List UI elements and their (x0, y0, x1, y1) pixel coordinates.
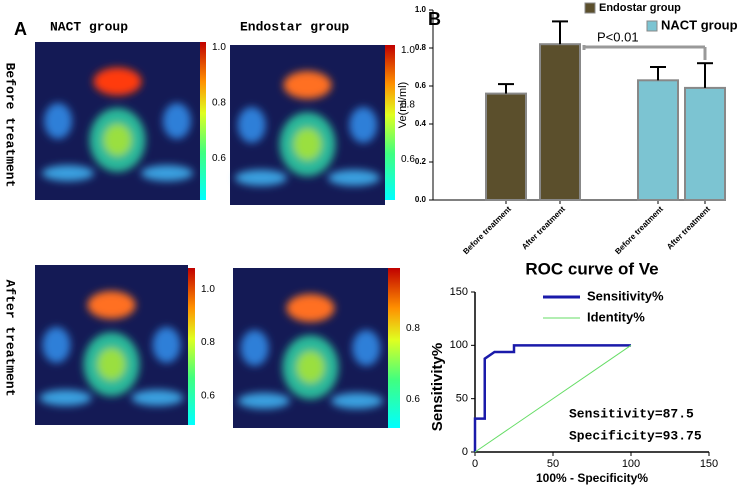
colorbar-tick-label: 1.0 (201, 284, 215, 295)
colorbar-tick-label: 0.8 (406, 323, 420, 334)
mri-blob (235, 169, 287, 186)
mri-texture (39, 291, 184, 406)
x-tick-label: Before treatment (461, 204, 513, 256)
row-title: After treatment (3, 279, 18, 396)
y-tick-label: 0.0 (415, 195, 427, 204)
error-bar (498, 83, 514, 94)
y-tick-label: 0 (462, 446, 468, 458)
colorbar-tick-label: 0.8 (401, 99, 415, 110)
colorbar (385, 45, 395, 200)
x-tick-label: 100 (622, 458, 640, 470)
mri-blob (296, 351, 325, 384)
chart-title: ROC curve of Ve (525, 259, 658, 278)
y-tick-label: 100 (450, 339, 468, 351)
mri-blob (293, 128, 322, 161)
mri-blob (331, 392, 383, 409)
mri-blob (39, 389, 92, 406)
line (474, 344, 632, 453)
x-tick-label: After treatment (520, 204, 567, 251)
y-axis-title: Sensitivity% (429, 343, 446, 431)
colorbar-tick-label: 0.8 (212, 98, 226, 109)
mri-blob (162, 103, 191, 139)
panel-label: A (14, 19, 27, 39)
x-tick-label: 0 (472, 458, 478, 470)
x-tick-label: After treatment (665, 204, 712, 251)
mri-blob (42, 327, 71, 363)
mri-blob (87, 291, 136, 319)
y-tick-label: 1.0 (415, 5, 427, 14)
annotation: Specificity=93.75 (569, 428, 702, 443)
mri-blob (328, 169, 380, 186)
x-tick-label: 150 (700, 458, 718, 470)
x-axis-title: 100% - Specificity% (536, 471, 648, 485)
mri-texture (238, 294, 383, 409)
significance-label: P<0.01 (597, 29, 639, 44)
mri-blob (352, 330, 381, 366)
mri-blob (283, 71, 332, 99)
colorbar-tick-label: 1.0 (401, 45, 415, 56)
legend-swatch (646, 20, 658, 32)
y-tick-label: 0.4 (415, 119, 427, 128)
line (473, 344, 631, 452)
y-tick-label: 50 (456, 393, 468, 405)
mri-blob (131, 389, 184, 406)
colorbar-tick-label: 0.6 (406, 394, 420, 405)
mri-texture (235, 71, 380, 186)
colorbar-tick-label: 0.6 (201, 390, 215, 401)
mri-blob (152, 327, 181, 363)
significance-bracket (582, 45, 707, 60)
mri-images (35, 42, 388, 428)
colorbar-tick-label: 0.6 (212, 153, 226, 164)
x-tick-label: 50 (547, 458, 559, 470)
bar (485, 92, 527, 201)
mri-blob (97, 348, 126, 381)
error-bar (697, 62, 713, 88)
colorbar (388, 268, 400, 428)
legend-label: Identity% (587, 309, 645, 324)
x-tick-label: Before treatment (613, 204, 665, 256)
legend-label: Endostar group (599, 2, 681, 14)
error-bar (650, 66, 666, 81)
row-title: Before treatment (3, 63, 18, 188)
colorbar (200, 42, 206, 200)
mri-texture (42, 67, 193, 182)
mri-blob (103, 123, 132, 156)
mri-blob (93, 67, 142, 96)
mri-blob (44, 103, 73, 139)
mri-blob (42, 165, 94, 182)
colorbar-tick-label: 0.8 (201, 337, 215, 348)
mri-blob (240, 330, 269, 366)
legend-swatch (584, 2, 596, 14)
colorbar-tick-label: 1.0 (212, 42, 226, 53)
y-tick-label: 0.6 (415, 81, 427, 90)
y-tick-label: 0.2 (415, 157, 427, 166)
column-title: Endostar group (240, 19, 349, 34)
mri-blob (237, 107, 266, 143)
bar (539, 43, 581, 202)
legend-label: Sensitivity% (587, 288, 664, 303)
panel-label: B (428, 9, 441, 29)
legend-label: NACT group (661, 17, 738, 32)
y-axis-title: Ve(ml/ml) (397, 82, 409, 128)
bar (684, 86, 726, 201)
annotation: Sensitivity=87.5 (569, 406, 694, 421)
mri-blob (349, 107, 378, 143)
y-tick-label: 0.8 (415, 43, 427, 52)
mri-blob (286, 294, 335, 322)
y-tick-label: 150 (450, 286, 468, 298)
mri-blob (141, 165, 193, 182)
column-title: NACT group (50, 19, 128, 34)
mri-blob (238, 392, 290, 409)
colorbar-tick-label: 0.6 (401, 154, 415, 165)
colorbar (188, 268, 195, 425)
error-bar (552, 20, 568, 45)
bar (637, 79, 679, 201)
